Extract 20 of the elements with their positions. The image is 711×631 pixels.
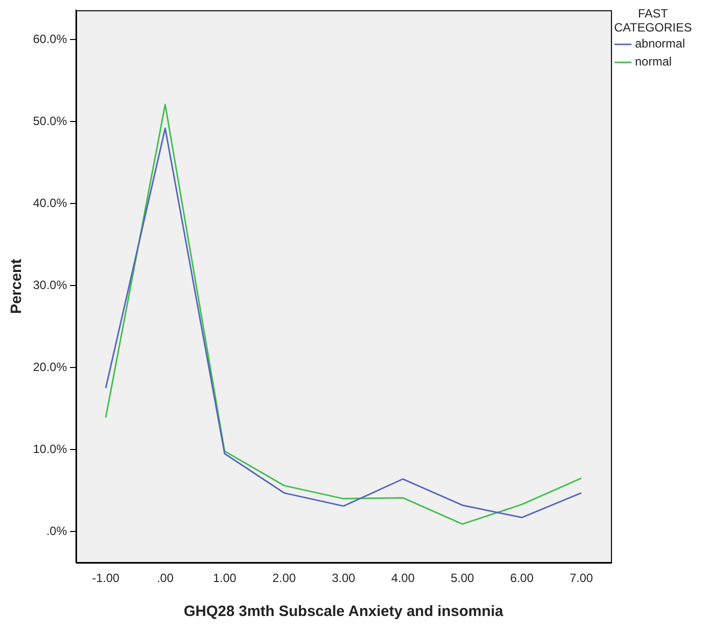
x-tick-label: .00 (156, 571, 174, 586)
legend-label: abnormal (634, 36, 686, 51)
y-tick-label: 10.0% (32, 442, 68, 456)
y-tick-label: 20.0% (32, 360, 68, 374)
x-tick-label: 2.00 (272, 571, 296, 586)
y-tick-label: 30.0% (32, 278, 68, 292)
y-tick-label: 40.0% (32, 196, 68, 210)
x-tick-label: 3.00 (332, 571, 356, 586)
x-tick-label: 6.00 (510, 571, 534, 586)
y-axis-title: Percent (8, 258, 26, 314)
x-tick-label: 1.00 (212, 571, 237, 586)
x-tick-label: 4.00 (391, 571, 415, 586)
x-axis-title: GHQ28 3mth Subscale Anxiety and insomnia (184, 603, 504, 620)
y-tick-label: 50.0% (32, 114, 68, 128)
x-tick-label: 7.00 (570, 571, 594, 586)
y-tick-label: 60.0% (32, 32, 68, 46)
y-tick-label: .0% (46, 524, 68, 538)
x-tick-label: -1.00 (92, 571, 120, 586)
x-tick-label: 5.00 (450, 571, 474, 586)
legend-label: normal (634, 54, 672, 69)
